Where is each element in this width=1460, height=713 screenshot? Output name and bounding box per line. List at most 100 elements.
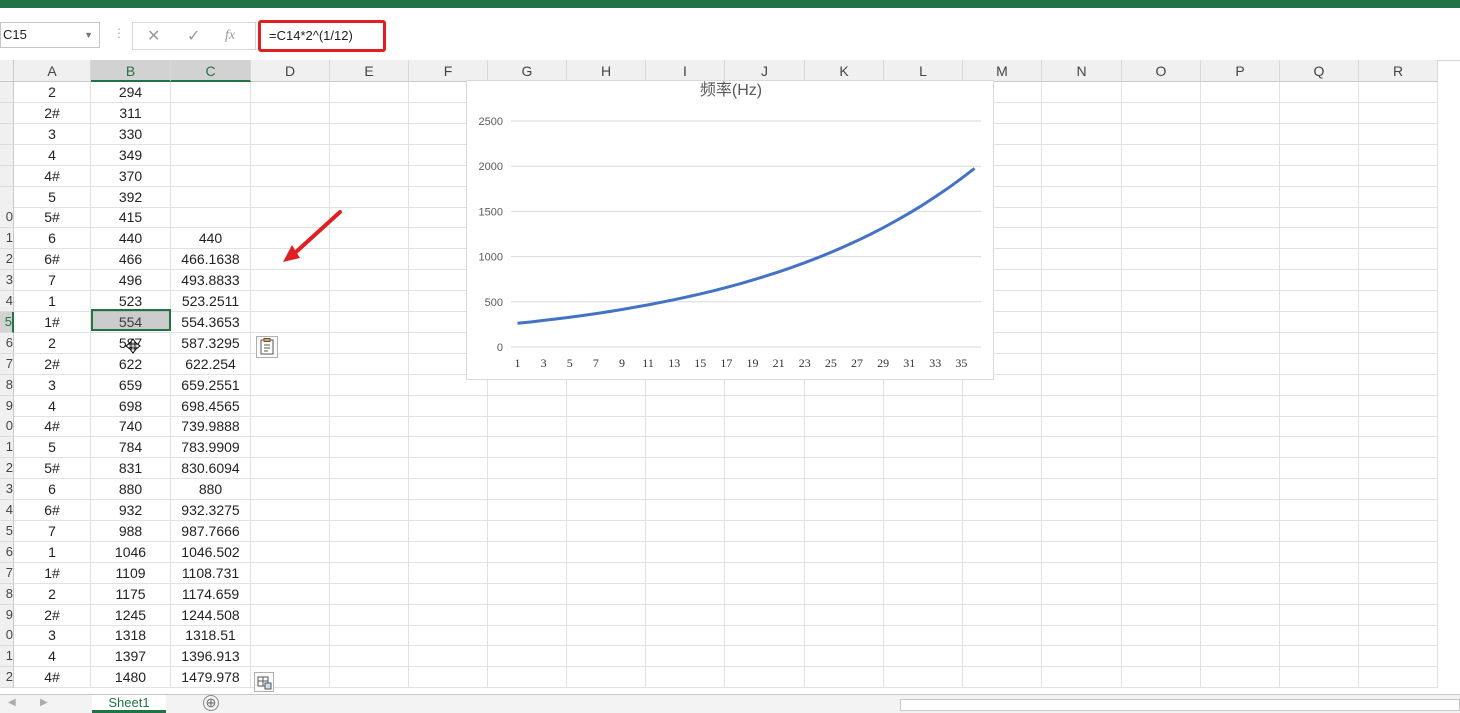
empty-cell[interactable] — [884, 563, 963, 584]
empty-cell[interactable] — [251, 333, 330, 354]
cell-a-8[interactable]: 6# — [14, 249, 91, 270]
empty-cell[interactable] — [1042, 228, 1122, 249]
cell-b-18[interactable]: 831 — [91, 458, 171, 479]
empty-cell[interactable] — [1280, 207, 1359, 228]
empty-cell[interactable] — [1201, 646, 1280, 667]
empty-cell[interactable] — [1359, 416, 1438, 437]
cell-a-18[interactable]: 5# — [14, 458, 91, 479]
enter-icon[interactable]: ✓ — [187, 28, 201, 45]
cell-a-15[interactable]: 4 — [14, 396, 91, 417]
empty-cell[interactable] — [646, 625, 725, 646]
empty-cell[interactable] — [963, 437, 1042, 458]
empty-cell[interactable] — [805, 479, 884, 500]
empty-cell[interactable] — [1359, 249, 1438, 270]
empty-cell[interactable] — [1359, 291, 1438, 312]
empty-cell[interactable] — [963, 187, 1042, 208]
empty-cell[interactable] — [1280, 249, 1359, 270]
cell-b-1[interactable]: 311 — [91, 103, 171, 124]
empty-cell[interactable] — [1042, 437, 1122, 458]
empty-cell[interactable] — [963, 584, 1042, 605]
cell-c-8[interactable]: 466.1638 — [171, 249, 251, 270]
empty-cell[interactable] — [251, 103, 330, 124]
empty-cell[interactable] — [884, 646, 963, 667]
row-header[interactable]: 3 — [0, 479, 14, 500]
cell-c-10[interactable]: 523.2511 — [171, 291, 251, 312]
row-header[interactable]: 8 — [0, 584, 14, 605]
empty-cell[interactable] — [330, 479, 409, 500]
cell-a-26[interactable]: 3 — [14, 625, 91, 646]
empty-cell[interactable] — [1359, 458, 1438, 479]
empty-cell[interactable] — [963, 605, 1042, 626]
cell-c-22[interactable]: 1046.502 — [171, 542, 251, 563]
empty-cell[interactable] — [1359, 646, 1438, 667]
empty-cell[interactable] — [1359, 207, 1438, 228]
empty-cell[interactable] — [725, 416, 805, 437]
empty-cell[interactable] — [1280, 291, 1359, 312]
empty-cell[interactable] — [1122, 563, 1201, 584]
cell-c-7[interactable]: 440 — [171, 228, 251, 249]
empty-cell[interactable] — [963, 396, 1042, 417]
empty-cell[interactable] — [488, 437, 567, 458]
empty-cell[interactable] — [1201, 458, 1280, 479]
empty-cell[interactable] — [1359, 103, 1438, 124]
cell-a-17[interactable]: 5 — [14, 437, 91, 458]
cell-b-6[interactable]: 415 — [91, 207, 171, 228]
cell-c-23[interactable]: 1108.731 — [171, 563, 251, 584]
empty-cell[interactable] — [1201, 124, 1280, 145]
empty-cell[interactable] — [1201, 375, 1280, 396]
cell-c-12[interactable]: 587.3295 — [171, 333, 251, 354]
cell-b-16[interactable]: 740 — [91, 416, 171, 437]
empty-cell[interactable] — [1122, 228, 1201, 249]
empty-cell[interactable] — [251, 270, 330, 291]
row-header[interactable]: 0 — [0, 416, 14, 437]
empty-cell[interactable] — [963, 207, 1042, 228]
empty-cell[interactable] — [646, 605, 725, 626]
empty-cell[interactable] — [1122, 521, 1201, 542]
empty-cell[interactable] — [1359, 584, 1438, 605]
cell-b-4[interactable]: 370 — [91, 166, 171, 187]
empty-cell[interactable] — [884, 521, 963, 542]
row-header[interactable]: 9 — [0, 396, 14, 417]
cell-c-5[interactable] — [171, 187, 251, 208]
empty-cell[interactable] — [1042, 207, 1122, 228]
empty-cell[interactable] — [1122, 542, 1201, 563]
empty-cell[interactable] — [1201, 500, 1280, 521]
empty-cell[interactable] — [1201, 354, 1280, 375]
cell-b-26[interactable]: 1318 — [91, 625, 171, 646]
cell-c-19[interactable]: 880 — [171, 479, 251, 500]
empty-cell[interactable] — [725, 396, 805, 417]
empty-cell[interactable] — [725, 437, 805, 458]
empty-cell[interactable] — [1201, 145, 1280, 166]
empty-cell[interactable] — [409, 458, 488, 479]
cell-b-7[interactable]: 440 — [91, 228, 171, 249]
empty-cell[interactable] — [330, 437, 409, 458]
cell-a-14[interactable]: 3 — [14, 375, 91, 396]
empty-cell[interactable] — [725, 458, 805, 479]
empty-cell[interactable] — [251, 479, 330, 500]
empty-cell[interactable] — [567, 458, 646, 479]
empty-cell[interactable] — [646, 563, 725, 584]
empty-cell[interactable] — [251, 584, 330, 605]
empty-cell[interactable] — [330, 228, 409, 249]
cell-c-26[interactable]: 1318.51 — [171, 625, 251, 646]
empty-cell[interactable] — [488, 646, 567, 667]
empty-cell[interactable] — [1042, 291, 1122, 312]
empty-cell[interactable] — [1201, 333, 1280, 354]
empty-cell[interactable] — [1280, 228, 1359, 249]
column-header-h[interactable]: H — [567, 60, 646, 82]
empty-cell[interactable] — [646, 458, 725, 479]
empty-cell[interactable] — [1201, 270, 1280, 291]
empty-cell[interactable] — [1122, 166, 1201, 187]
empty-cell[interactable] — [251, 646, 330, 667]
empty-cell[interactable] — [1042, 500, 1122, 521]
fx-icon[interactable]: fx — [225, 28, 236, 43]
cell-b-19[interactable]: 880 — [91, 479, 171, 500]
empty-cell[interactable] — [1122, 124, 1201, 145]
column-header-f[interactable]: F — [409, 60, 488, 82]
cell-c-20[interactable]: 932.3275 — [171, 500, 251, 521]
empty-cell[interactable] — [251, 396, 330, 417]
empty-cell[interactable] — [330, 291, 409, 312]
empty-cell[interactable] — [1280, 312, 1359, 333]
empty-cell[interactable] — [1359, 312, 1438, 333]
empty-cell[interactable] — [963, 563, 1042, 584]
